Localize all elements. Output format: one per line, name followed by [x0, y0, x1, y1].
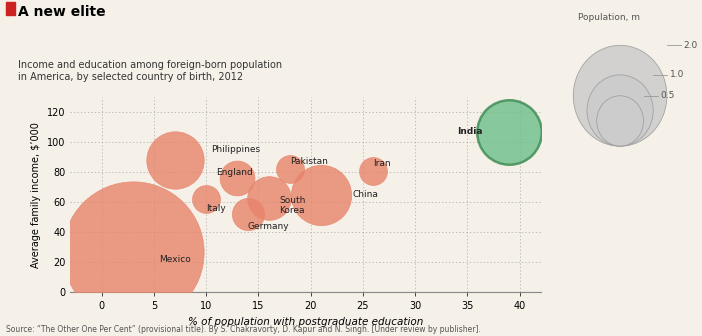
Text: Germany: Germany: [248, 222, 289, 231]
Text: China: China: [352, 191, 378, 199]
Y-axis label: Average family income, $’000: Average family income, $’000: [32, 122, 41, 268]
Text: 2.0: 2.0: [683, 41, 698, 50]
Point: [201, 197, 212, 202]
Text: Italy: Italy: [206, 204, 226, 213]
Text: Source: “The Other One Per Cent” (provisional title). By S. Chakravorty, D. Kapu: Source: “The Other One Per Cent” (provis…: [6, 325, 480, 334]
Text: A new elite: A new elite: [18, 5, 105, 19]
Text: South
Korea: South Korea: [279, 196, 305, 215]
Text: Income and education among foreign-born population
in America, by selected count: Income and education among foreign-born …: [18, 60, 282, 82]
Text: 0.5: 0.5: [660, 91, 674, 100]
Point: [368, 168, 379, 174]
Point: [127, 249, 138, 255]
Text: England: England: [216, 168, 253, 177]
Point: [242, 212, 253, 217]
X-axis label: % of population with postgraduate education: % of population with postgraduate educat…: [187, 317, 423, 327]
Point: [503, 129, 515, 135]
Text: India: India: [457, 127, 482, 136]
Point: [263, 195, 274, 201]
Point: [232, 176, 243, 181]
Text: Mexico: Mexico: [159, 255, 191, 264]
Text: Population, m: Population, m: [578, 12, 640, 22]
Circle shape: [574, 45, 667, 146]
Text: Iran: Iran: [373, 159, 391, 168]
Circle shape: [597, 96, 644, 146]
Circle shape: [587, 75, 653, 146]
Point: [169, 158, 180, 163]
Point: [315, 192, 326, 198]
Text: 1.0: 1.0: [670, 70, 684, 79]
Text: Philippines: Philippines: [211, 145, 260, 155]
Point: [284, 167, 296, 172]
Text: Pakistan: Pakistan: [290, 157, 328, 166]
